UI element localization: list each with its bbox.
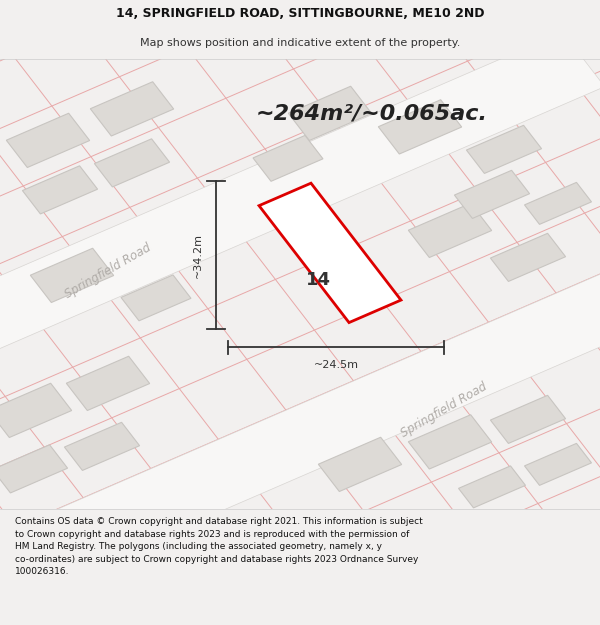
Text: ~34.2m: ~34.2m — [193, 232, 203, 278]
Polygon shape — [466, 125, 542, 174]
Polygon shape — [7, 113, 89, 168]
Text: Springfield Road: Springfield Road — [398, 381, 490, 441]
Polygon shape — [253, 136, 323, 181]
Text: Springfield Road: Springfield Road — [62, 241, 154, 301]
Polygon shape — [0, 32, 600, 447]
Polygon shape — [121, 275, 191, 321]
Polygon shape — [454, 170, 530, 219]
Polygon shape — [490, 395, 566, 444]
Polygon shape — [67, 356, 149, 411]
Polygon shape — [0, 383, 71, 438]
Text: Contains OS data © Crown copyright and database right 2021. This information is : Contains OS data © Crown copyright and d… — [15, 518, 423, 576]
Polygon shape — [94, 139, 170, 187]
Polygon shape — [0, 176, 600, 591]
Polygon shape — [0, 445, 68, 493]
Polygon shape — [379, 100, 461, 154]
Polygon shape — [524, 443, 592, 486]
Text: ~264m²/~0.065ac.: ~264m²/~0.065ac. — [256, 103, 488, 123]
Polygon shape — [289, 86, 371, 141]
Polygon shape — [259, 183, 401, 322]
Polygon shape — [490, 233, 566, 281]
Text: Map shows position and indicative extent of the property.: Map shows position and indicative extent… — [140, 38, 460, 48]
Text: 14: 14 — [305, 271, 331, 289]
Polygon shape — [409, 203, 491, 258]
Polygon shape — [22, 166, 98, 214]
Polygon shape — [64, 422, 140, 471]
Polygon shape — [458, 466, 526, 508]
Polygon shape — [319, 438, 401, 491]
Text: 14, SPRINGFIELD ROAD, SITTINGBOURNE, ME10 2ND: 14, SPRINGFIELD ROAD, SITTINGBOURNE, ME1… — [116, 6, 484, 19]
Text: ~24.5m: ~24.5m — [314, 361, 359, 371]
Polygon shape — [409, 415, 491, 469]
Polygon shape — [31, 248, 113, 302]
Polygon shape — [524, 182, 592, 224]
Polygon shape — [91, 82, 173, 136]
